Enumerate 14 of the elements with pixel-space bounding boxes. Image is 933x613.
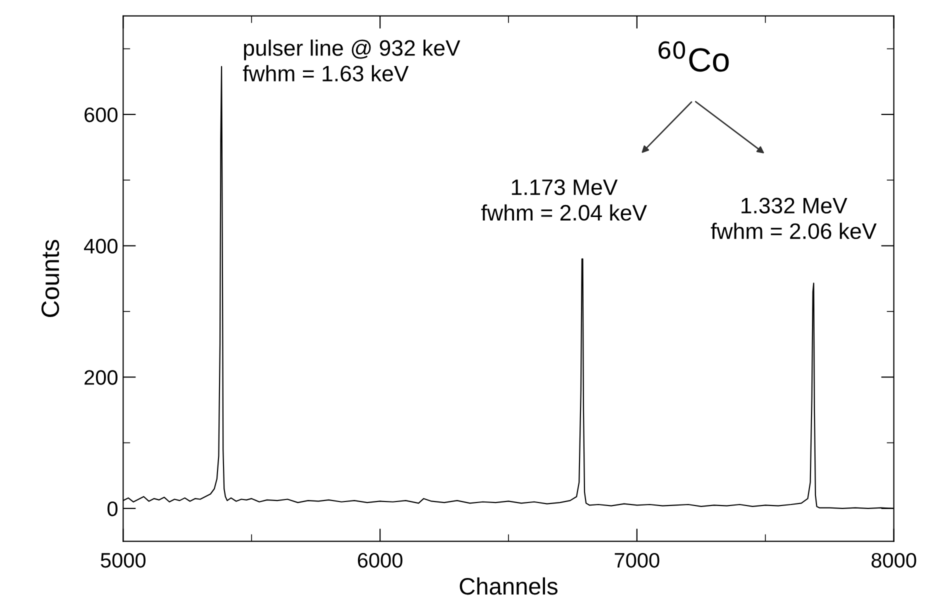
annotation: pulser line @ 932 keV fwhm = 1.63 keV	[242, 40, 460, 82]
x-tick-label: 7000	[614, 552, 660, 568]
x-tick-label: 8000	[872, 552, 916, 568]
annotation: 1.332 MeV fwhm = 2.06 keV	[710, 198, 877, 240]
y-axis-title: Counts	[41, 240, 60, 317]
x-tick-label: 6000	[358, 552, 402, 568]
annotation: $^{60}$Co	[658, 41, 729, 72]
y-tick-label: 400	[84, 238, 118, 254]
x-axis-title: Channels	[460, 577, 558, 595]
y-tick-label: 200	[84, 370, 118, 385]
y-tick-label: 0	[108, 501, 118, 516]
annotation: 1.173 MeV fwhm = 2.04 keV	[481, 179, 647, 221]
y-tick-label: 600	[84, 107, 118, 122]
x-tick-label: 5000	[100, 552, 146, 568]
